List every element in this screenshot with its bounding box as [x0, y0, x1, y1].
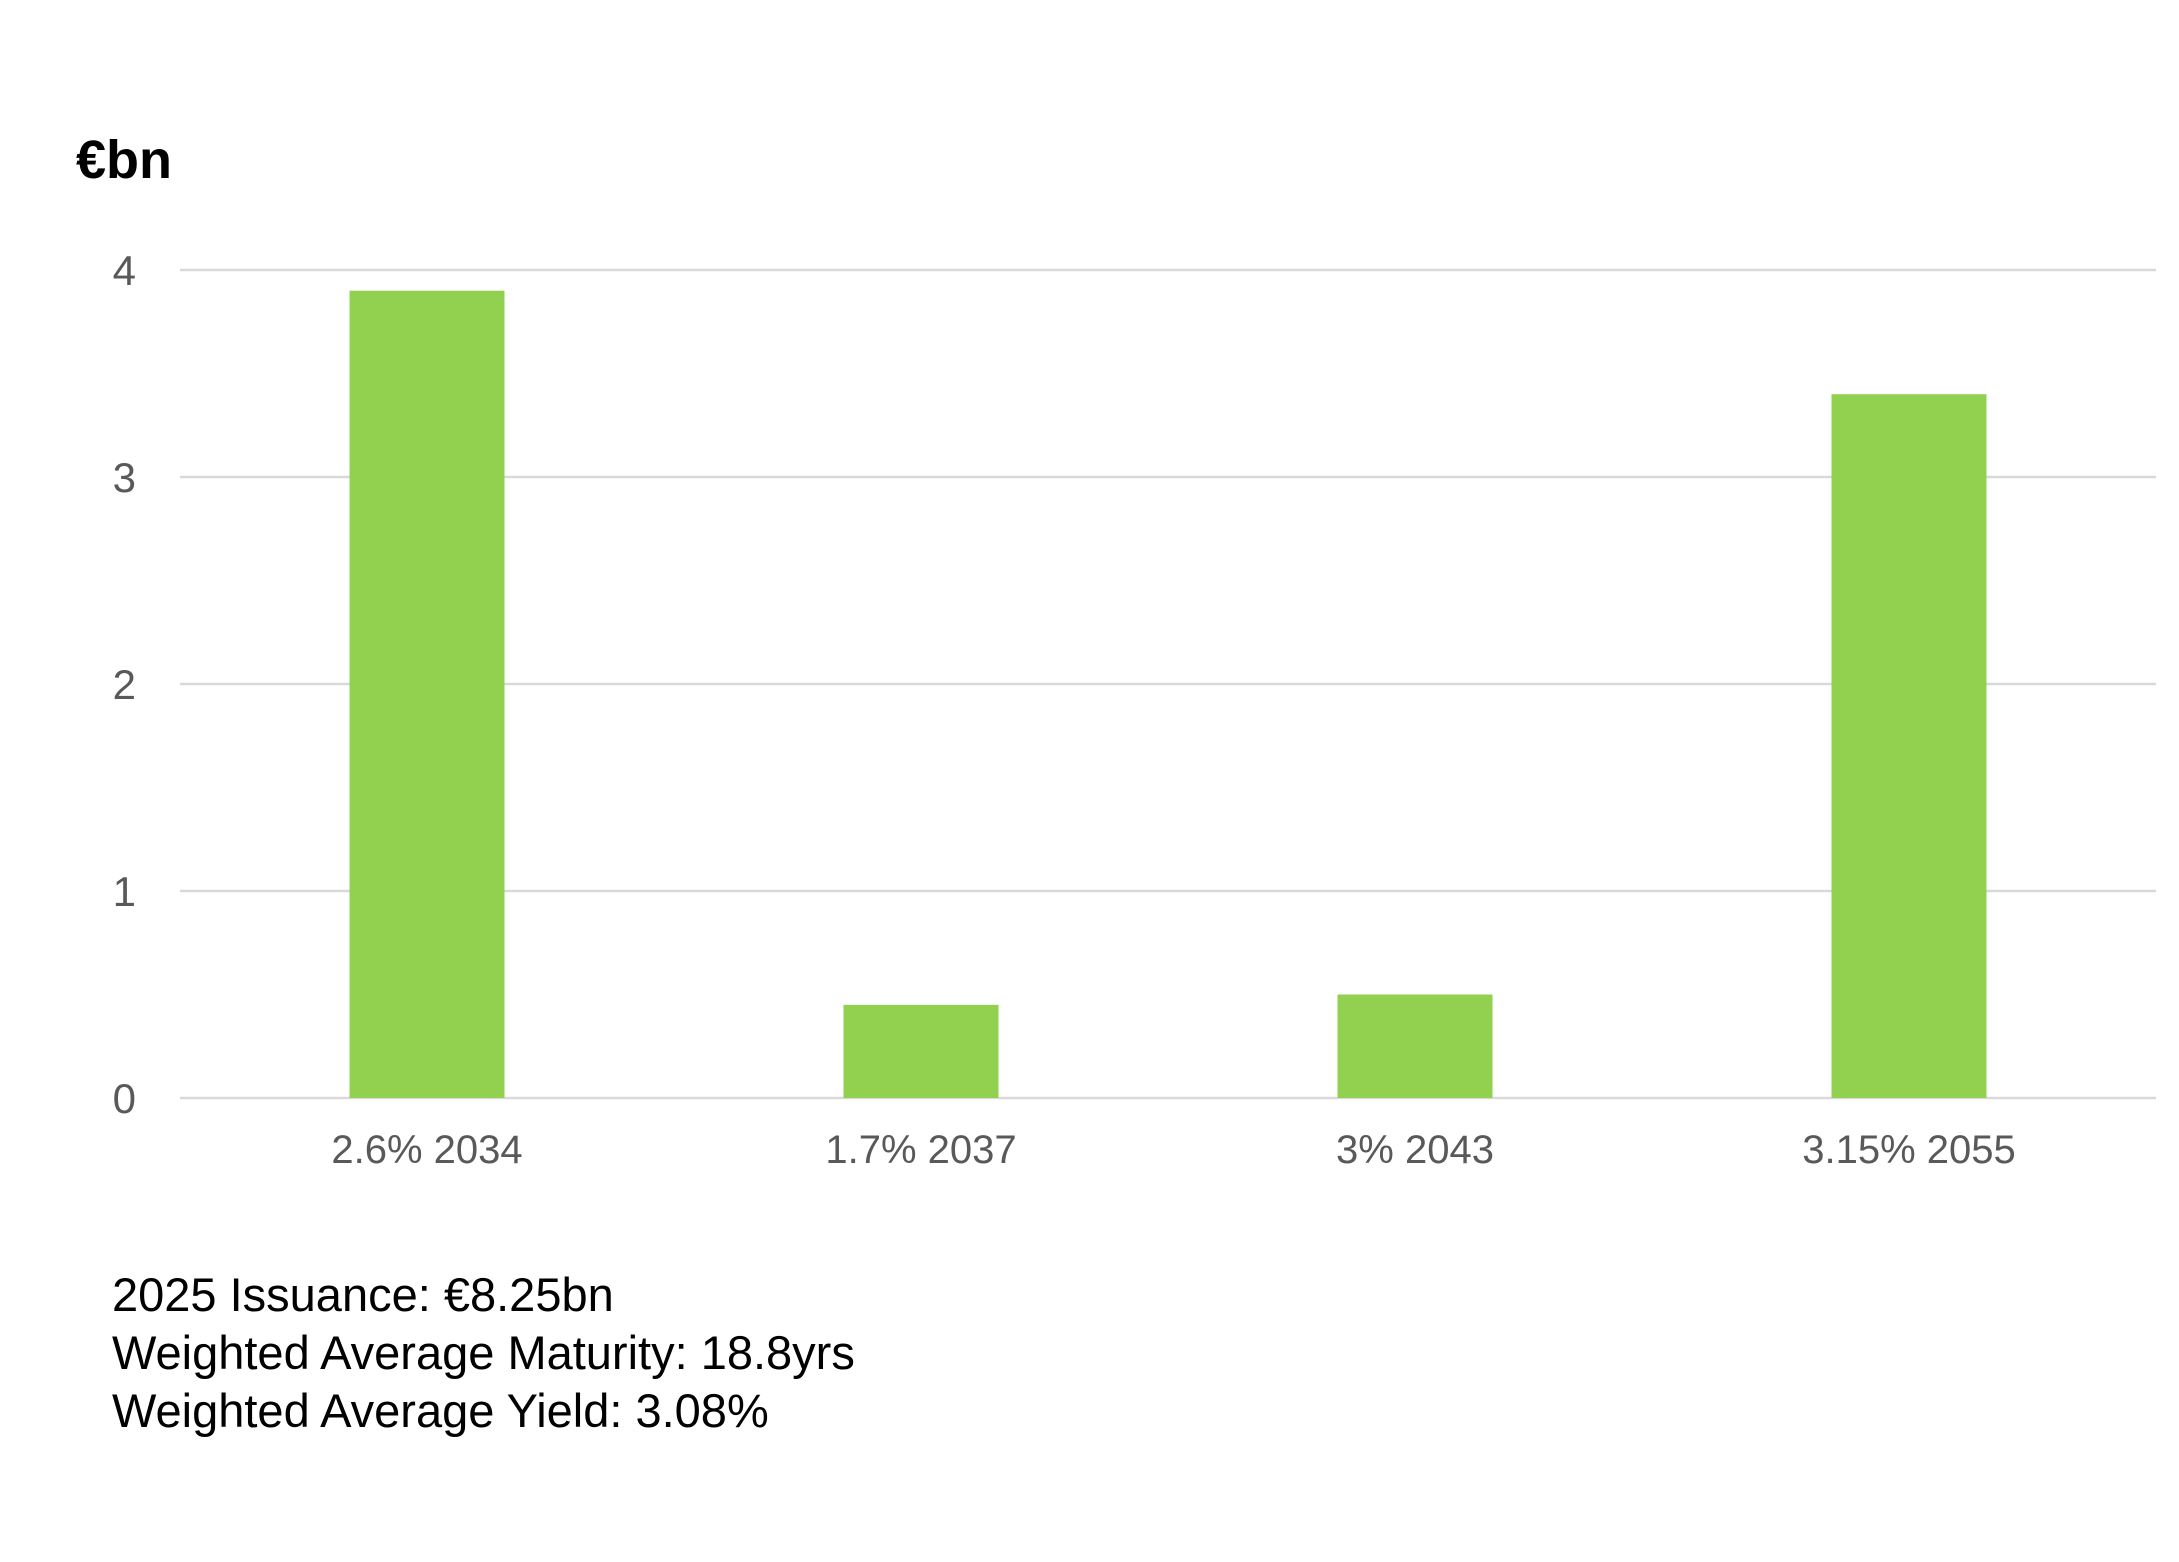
- gridlines: [180, 268, 2156, 1100]
- bar: [1337, 994, 1493, 1098]
- y-tick-label: 2: [113, 661, 136, 708]
- y-tick-label: 3: [113, 454, 136, 501]
- bars: [349, 290, 1987, 1098]
- weighted-average-yield: Weighted Average Yield: 3.08%: [112, 1384, 769, 1437]
- x-category-label: 3.15% 2055: [1802, 1128, 2016, 1172]
- y-tick-label: 0: [113, 1075, 136, 1122]
- issuance-total: 2025 Issuance: €8.25bn: [112, 1268, 614, 1321]
- bar: [1831, 394, 1987, 1098]
- y-axis-unit-label: €bn: [76, 130, 172, 190]
- x-category-label: 3% 2043: [1336, 1128, 1494, 1172]
- x-category-label: 2.6% 2034: [331, 1128, 522, 1172]
- weighted-average-maturity: Weighted Average Maturity: 18.8yrs: [112, 1326, 855, 1379]
- y-tick-label: 4: [113, 247, 136, 294]
- issuance-notes: 2025 Issuance: €8.25bn Weighted Average …: [112, 1266, 855, 1440]
- y-axis-ticks: 0 1 2 3 4: [113, 247, 136, 1122]
- bar: [843, 1004, 999, 1098]
- bar: [349, 290, 505, 1098]
- x-axis-categories: 2.6% 2034 1.7% 2037 3% 2043 3.15% 2055: [331, 1128, 2015, 1172]
- y-tick-label: 1: [113, 868, 136, 915]
- x-category-label: 1.7% 2037: [825, 1128, 1016, 1172]
